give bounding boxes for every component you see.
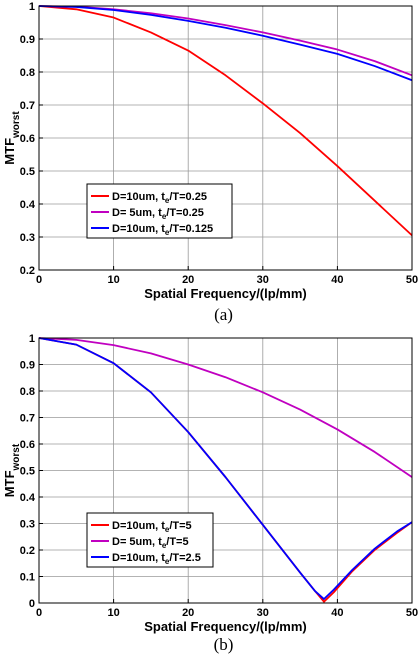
x-tick-label: 10 <box>107 607 119 619</box>
legend-label-subscript: e <box>165 557 170 566</box>
legend-label-1: D=10um, te/T=0.25 <box>112 191 207 205</box>
legend-label-tail: /T=0.25 <box>166 207 204 219</box>
legend-label-subscript: e <box>162 212 167 221</box>
y-axis-label-main: MTF <box>2 470 17 497</box>
legend-label-subscript: e <box>162 541 167 550</box>
y-tick-label: 0.3 <box>20 519 35 531</box>
y-axis-label-subscript: worst <box>11 443 22 471</box>
caption-b: (b) <box>214 635 234 654</box>
y-tick-label: 0.9 <box>20 360 35 372</box>
y-axis-label-subscript: worst <box>11 111 22 139</box>
y-tick-label: 0.6 <box>20 439 35 451</box>
y-tick-label: 0.2 <box>20 545 35 557</box>
plot-frame <box>38 337 413 604</box>
y-tick-label: 1 <box>29 333 35 345</box>
y-axis-label: MTFworst <box>2 111 22 165</box>
y-tick-label: 0.7 <box>20 100 35 112</box>
caption-a: (a) <box>214 305 233 324</box>
y-tick-label: 0.8 <box>20 386 35 398</box>
legend-label-main: D=10um, t <box>112 191 165 203</box>
y-axis-label: MTFworst <box>2 443 22 497</box>
y-tick-label: 0.7 <box>20 413 35 425</box>
y-tick-label: 0.4 <box>20 492 36 504</box>
legend-box <box>86 183 233 239</box>
y-tick-label: 0 <box>29 598 35 610</box>
series-line-2 <box>38 337 413 478</box>
y-tick-label: 0.5 <box>20 166 35 178</box>
y-tick-label: 0.9 <box>20 34 35 46</box>
x-axis-label: Spatial Frequency/(lp/mm) <box>144 619 307 634</box>
legend-label-2: D= 5um, te/T=5 <box>112 536 189 550</box>
legend-label-main: D=10um, t <box>112 223 165 235</box>
y-tick-label: 0.1 <box>20 572 35 584</box>
chart-panel-a: 0 10 20 30 40 50 0.2 0.3 0.4 0.5 0.6 0.7 0.8 0.9 1 Spat… <box>2 1 418 301</box>
y-tick-label: 0.4 <box>20 199 36 211</box>
x-tick-label: 50 <box>406 274 418 286</box>
legend-label-subscript: e <box>165 525 170 534</box>
legend-label-tail: /T=5 <box>166 536 188 548</box>
series-line-1 <box>38 5 413 237</box>
y-tick-label: 0.6 <box>20 133 35 145</box>
x-tick-label: 40 <box>331 274 343 286</box>
series-line-3 <box>38 337 413 600</box>
legend-label-1: D=10um, te/T=5 <box>112 520 192 534</box>
x-tick-label: 30 <box>257 274 269 286</box>
x-tick-label: 40 <box>331 607 343 619</box>
x-tick-label: 30 <box>257 607 269 619</box>
legend-label-2: D= 5um, te/T=0.25 <box>112 207 204 221</box>
x-tick-label: 20 <box>182 274 194 286</box>
legend-label-main: D= 5um, t <box>112 536 162 548</box>
legend-label-tail: /T=0.25 <box>169 191 207 203</box>
legend-label-subscript: e <box>165 228 170 237</box>
legend-label-3: D=10um, te/T=2.5 <box>112 552 201 566</box>
x-tick-label: 20 <box>182 607 194 619</box>
legend-label-main: D= 5um, t <box>112 207 162 219</box>
y-tick-label: 0.8 <box>20 67 35 79</box>
x-tick-label: 50 <box>406 607 418 619</box>
x-tick-label: 0 <box>36 607 42 619</box>
legend: D=10um, te/T=5D= 5um, te/T=5D=10um, te/T… <box>86 512 214 568</box>
x-axis-label: Spatial Frequency/(lp/mm) <box>144 286 307 301</box>
x-tick-label: 10 <box>107 274 119 286</box>
legend-label-3: D=10um, te/T=0.125 <box>112 223 213 237</box>
legend: D=10um, te/T=0.25D= 5um, te/T=0.25D=10um… <box>86 183 233 239</box>
legend-label-tail: /T=5 <box>169 520 191 532</box>
plot-frame <box>38 5 413 271</box>
series-line-3 <box>38 5 413 82</box>
legend-label-subscript: e <box>165 196 170 205</box>
legend-label-main: D=10um, t <box>112 552 165 564</box>
y-tick-label: 0.3 <box>20 232 35 244</box>
chart-panel-b: 0 10 20 30 40 50 0 0.1 0.2 0.3 0.4 0.5 0.6 0.7 0.8 0.9 1… <box>2 333 418 634</box>
y-tick-label: 0.2 <box>20 265 35 277</box>
legend-label-main: D=10um, t <box>112 520 165 532</box>
x-tick-label: 0 <box>36 274 42 286</box>
legend-label-tail: /T=2.5 <box>169 552 201 564</box>
y-tick-label: 0.5 <box>20 466 35 478</box>
y-axis-label-main: MTF <box>2 138 17 165</box>
y-tick-label: 1 <box>29 1 35 13</box>
legend-label-tail: /T=0.125 <box>169 223 213 235</box>
